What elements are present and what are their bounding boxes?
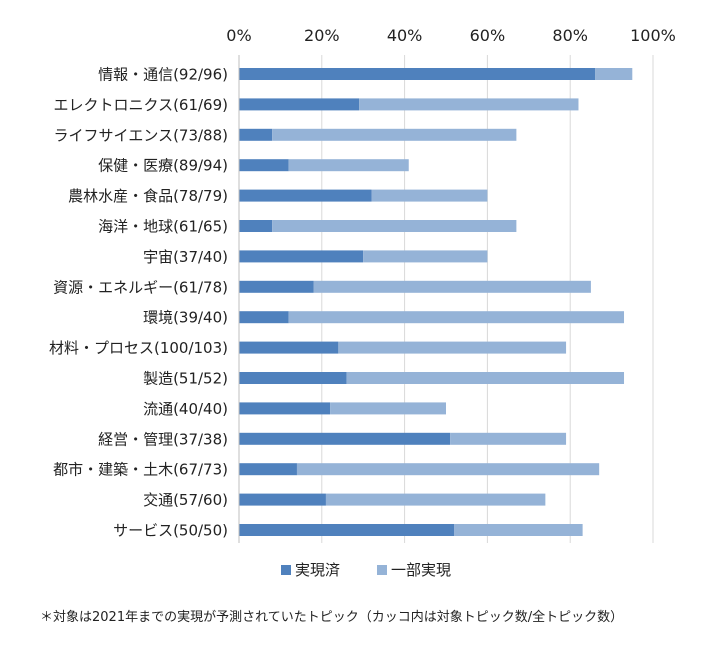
- bar-realized: [239, 463, 297, 476]
- bar-realized: [239, 280, 314, 293]
- legend-swatch: [377, 565, 387, 575]
- bar-realized: [239, 524, 455, 536]
- bar-realized: [239, 311, 289, 324]
- x-tick-label: 100%: [630, 26, 676, 45]
- legend-swatch: [281, 565, 291, 575]
- category-label: 交通(57/60): [143, 491, 228, 509]
- bar-realized: [239, 189, 372, 202]
- category-label: 経営・管理(37/38): [98, 430, 228, 448]
- category-label: 環境(39/40): [143, 309, 228, 327]
- bar-realized: [239, 68, 596, 80]
- category-label: サービス(50/50): [113, 522, 228, 540]
- bar-realized: [239, 250, 364, 263]
- category-label: 製造(51/52): [143, 370, 228, 388]
- category-label: 情報・通信(92/96): [98, 66, 228, 84]
- bar-partially-realized: [288, 159, 409, 172]
- bar-realized: [239, 341, 339, 354]
- category-label: 資源・エネルギー(61/78): [53, 278, 228, 296]
- category-label: 宇宙(37/40): [143, 248, 228, 266]
- bar-partially-realized: [363, 250, 488, 263]
- bar-realized: [239, 128, 273, 141]
- bar-partially-realized: [371, 189, 488, 202]
- bar-partially-realized: [288, 311, 625, 324]
- category-label: エレクトロニクス(61/69): [54, 96, 228, 114]
- bar-realized: [239, 98, 360, 111]
- bar-partially-realized: [346, 372, 625, 384]
- category-label: 海洋・地球(61/65): [98, 218, 228, 236]
- x-tick-label: 0%: [226, 26, 251, 45]
- bar-partially-realized: [272, 128, 517, 141]
- bars: [239, 68, 633, 536]
- bar-partially-realized: [338, 341, 567, 354]
- bar-partially-realized: [454, 524, 583, 536]
- legend-label: 実現済: [295, 561, 340, 579]
- x-axis-ticks: 0% 20% 40% 60% 80% 100%: [226, 26, 676, 45]
- bar-realized: [239, 220, 273, 232]
- bar-realized: [239, 432, 451, 445]
- category-label: 流通(40/40): [143, 400, 228, 418]
- category-label: 農林水産・食品(78/79): [68, 187, 228, 205]
- x-tick-label: 60%: [470, 26, 506, 45]
- bar-partially-realized: [595, 68, 633, 80]
- x-tick-label: 20%: [304, 26, 340, 45]
- bar-realized: [239, 493, 326, 506]
- bar-partially-realized: [313, 280, 591, 293]
- bar-partially-realized: [325, 493, 546, 506]
- category-label: 材料・プロセス(100/103): [49, 339, 228, 357]
- bar-partially-realized: [330, 402, 446, 415]
- bar-realized: [239, 402, 331, 415]
- stacked-bar-chart: 0% 20% 40% 60% 80% 100% 情報・通信(92/96) エレクトロニクス(…: [49, 26, 676, 579]
- bar-partially-realized: [359, 98, 579, 111]
- legend-label: 一部実現: [391, 561, 451, 579]
- bar-partially-realized: [272, 220, 517, 232]
- category-label: 都市・建築・土木(67/73): [53, 461, 228, 479]
- category-labels: 情報・通信(92/96) エレクトロニクス(61/69) ライフサイエンス(73/8…: [49, 66, 228, 540]
- x-tick-label: 40%: [387, 26, 423, 45]
- bar-realized: [239, 372, 347, 384]
- bar-realized: [239, 159, 289, 172]
- x-tick-label: 80%: [552, 26, 588, 45]
- bar-partially-realized: [450, 432, 567, 445]
- category-label: 保健・医療(89/94): [98, 157, 228, 175]
- legend: 実現済 一部実現: [281, 561, 451, 579]
- category-label: ライフサイエンス(73/88): [54, 126, 228, 144]
- footnote: ＊対象は2021年までの実現が予測されていたトピック（カッコ内は対象トピック数/…: [40, 610, 624, 625]
- bar-partially-realized: [296, 463, 600, 476]
